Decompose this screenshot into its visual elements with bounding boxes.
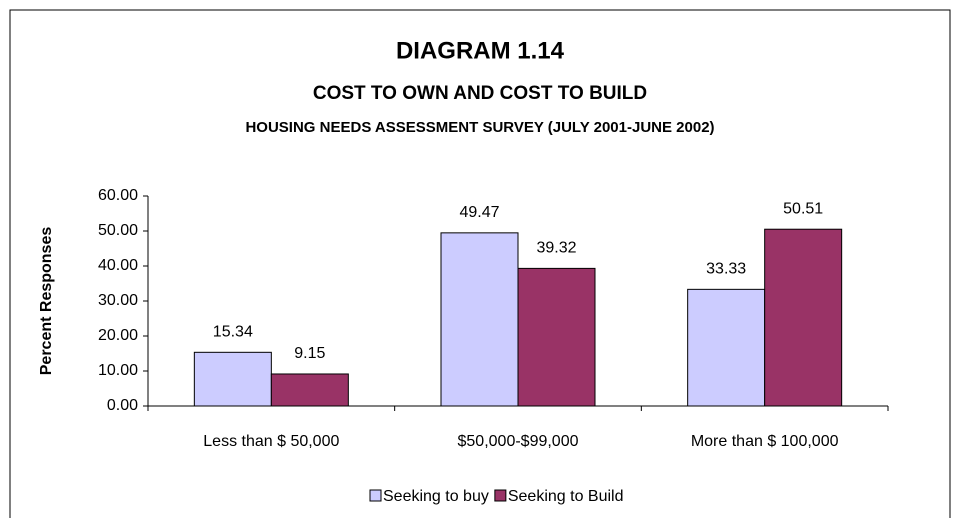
y-tick-label: 40.00 <box>98 257 138 274</box>
chart-title: DIAGRAM 1.14 <box>396 37 565 64</box>
y-axis-label: Percent Responses <box>38 227 55 376</box>
value-label: 33.33 <box>706 261 746 278</box>
y-tick-label: 30.00 <box>98 292 138 309</box>
bar <box>764 228 843 407</box>
legend-swatch <box>369 489 382 502</box>
bar <box>440 232 519 407</box>
chart-border <box>9 9 951 518</box>
x-tick-label: $50,000-$99,000 <box>458 433 579 450</box>
legend-swatch <box>494 489 507 502</box>
x-tick-label: More than $ 100,000 <box>691 433 839 450</box>
chart-caption: HOUSING NEEDS ASSESSMENT SURVEY (JULY 20… <box>245 119 714 136</box>
x-tick-label: Less than $ 50,000 <box>203 433 339 450</box>
bar <box>270 373 349 407</box>
bar <box>193 351 272 407</box>
bar <box>517 267 596 407</box>
value-label: 15.34 <box>213 324 253 341</box>
value-label: 39.32 <box>536 240 576 257</box>
y-tick-label: 10.00 <box>98 362 138 379</box>
legend-label: Seeking to Build <box>508 488 624 505</box>
legend-label: Seeking to buy <box>383 488 489 505</box>
bar <box>687 288 766 407</box>
y-tick-label: 0.00 <box>107 397 138 414</box>
value-label: 50.51 <box>783 200 823 217</box>
value-label: 49.47 <box>459 204 499 221</box>
y-tick-label: 50.00 <box>98 222 138 239</box>
y-tick-label: 60.00 <box>98 187 138 204</box>
value-label: 9.15 <box>294 345 325 362</box>
chart-subtitle: COST TO OWN AND COST TO BUILD <box>313 83 647 104</box>
y-tick-label: 20.00 <box>98 327 138 344</box>
